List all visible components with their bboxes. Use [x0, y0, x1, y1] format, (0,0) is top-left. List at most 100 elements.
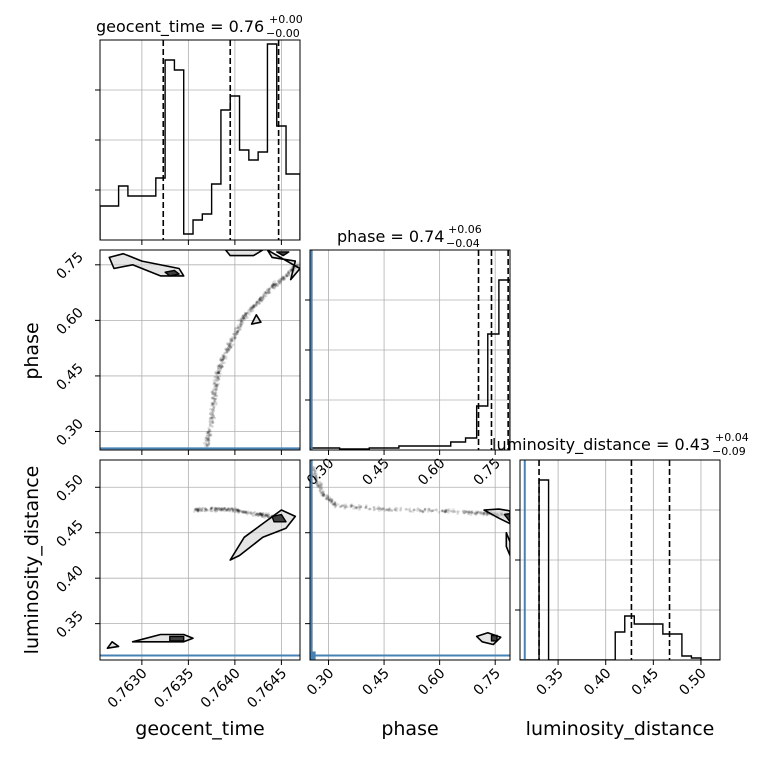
geocent_time-phase-scatter-point: [271, 286, 274, 289]
geocent_time-phase-scatter-point: [229, 344, 233, 348]
geocent_time-luminosity_distance-scatter-point: [203, 507, 207, 510]
geocent_time-luminosity_distance-scatter-point: [231, 507, 235, 511]
geocent_time-phase-scatter-point: [214, 391, 217, 395]
geocent_time-phase-scatter-point: [225, 357, 228, 360]
phase-luminosity_distance-scatter-point: [380, 507, 384, 510]
geocent_time-phase-scatter-point: [206, 431, 210, 435]
ylabel-phase: phase: [21, 322, 43, 379]
geocent_time-phase-scatter-point: [213, 389, 217, 392]
geocent_time-phase-scatter-point: [215, 387, 218, 390]
geocent_time-phase-scatter-point: [217, 368, 220, 372]
geocent_time-phase-scatter-point: [233, 335, 237, 338]
phase-luminosity_distance-scatter-point: [394, 506, 398, 510]
geocent_time-phase-scatter-point: [221, 358, 224, 361]
phase-luminosity_distance-scatter-point: [367, 507, 371, 511]
phase-luminosity_distance-scatter-point: [335, 503, 338, 506]
geocent_time-luminosity_distance-scatter-point: [193, 508, 197, 511]
geocent_time-phase-scatter-point: [279, 281, 282, 285]
phase-luminosity_distance-scatter-point: [372, 508, 376, 512]
geocent_time-phase-scatter-point: [268, 291, 272, 295]
geocent_time-luminosity_distance-scatter-point: [267, 512, 270, 515]
geocent_time-phase-scatter-point: [250, 307, 253, 310]
geocent_time-phase-contour-3: [266, 250, 300, 281]
geocent_time-phase-scatter-point: [273, 283, 276, 286]
geocent_time-luminosity_distance-scatter-point: [219, 508, 223, 511]
geocent_time-phase-scatter-point: [264, 292, 268, 295]
geocent_time-luminosity_distance-scatter-point: [217, 508, 220, 512]
geocent_time-luminosity_distance-scatter-point: [241, 510, 244, 514]
geocent_time-phase-scatter-point: [282, 276, 286, 279]
geocent_time-luminosity_distance-scatter-point: [223, 507, 226, 510]
geocent_time-phase-scatter-point: [224, 355, 228, 358]
phase-luminosity_distance-scatter-point: [411, 510, 415, 513]
geocent_time-phase-scatter-point: [212, 397, 216, 401]
geocent_time-phase-scatter-point: [210, 416, 213, 420]
phase-luminosity_distance-scatter-point: [354, 506, 357, 509]
phase-luminosity_distance-scatter-point: [349, 505, 353, 509]
geocent_time-luminosity_distance-scatter-point: [260, 514, 263, 517]
geocent_time-luminosity_distance-scatter-point: [237, 509, 240, 513]
phase-luminosity_distance-scatter-point: [435, 508, 438, 511]
geocent_time-phase-scatter-point: [272, 283, 276, 286]
geocent_time-luminosity_distance-scatter-point: [256, 512, 260, 515]
phase-luminosity_distance-scatter-point: [358, 506, 362, 510]
geocent_time-phase-scatter-point: [228, 344, 231, 348]
geocent_time-phase-scatter-point: [216, 371, 220, 375]
geocent_time-luminosity_distance-scatter-point: [266, 515, 270, 518]
geocent_time-phase-scatter-point: [206, 436, 210, 440]
phase-luminosity_distance-scatter-point: [386, 508, 390, 512]
geocent_time-phase-scatter-point: [209, 407, 212, 411]
phase-luminosity_distance-scatter-points: [310, 466, 509, 518]
phase-luminosity_distance-scatter-point: [423, 507, 427, 511]
geocent_time-phase-scatter-point: [207, 434, 211, 437]
geocent_time-phase-scatter-point: [216, 375, 219, 379]
geocent_time-phase-scatter-point: [259, 297, 262, 301]
geocent_time-luminosity_distance-scatter-point: [263, 513, 266, 517]
geocent_time-luminosity_distance-scatter-point: [253, 513, 257, 517]
geocent_time-luminosity_distance-scatter-point: [215, 508, 218, 512]
phase-luminosity_distance-scatter-point: [324, 497, 328, 500]
geocent_time-phase-scatter-point: [271, 285, 274, 289]
geocent_time-phase-scatter-point: [211, 413, 214, 416]
geocent_time-phase-scatter-point: [239, 327, 242, 331]
geocent_time-phase-scatter-point: [211, 425, 214, 428]
phase-luminosity_distance-scatter-point: [324, 497, 328, 501]
geocent_time-luminosity_distance-scatter-point: [196, 507, 200, 511]
phase-luminosity_distance-scatter-point: [333, 502, 337, 505]
geocent_time-luminosity_distance-scatter-point: [216, 507, 219, 510]
geocent_time-phase-scatter-point: [287, 271, 290, 274]
geocent_time-phase-scatter-point: [258, 298, 261, 302]
geocent_time-phase-scatter-point: [264, 291, 268, 295]
geocent_time-phase-scatter-point: [209, 433, 212, 436]
geocent_time-phase-scatter-point: [214, 383, 217, 386]
phase-luminosity_distance-scatter-point: [468, 510, 471, 513]
geocent_time-phase-scatter-point: [228, 347, 231, 351]
phase-luminosity_distance-scatter-point: [412, 508, 416, 511]
geocent_time-phase-scatter-point: [214, 375, 217, 379]
geocent_time-luminosity_distance-scatter-point: [256, 514, 260, 518]
phase-luminosity_distance-scatter-point: [416, 509, 419, 512]
phase-luminosity_distance-scatter-point: [456, 512, 460, 516]
geocent_time-luminosity_distance-scatter-point: [219, 507, 222, 511]
geocent_time-luminosity_distance-scatter-point: [196, 509, 199, 512]
geocent_time-phase-scatter-point: [204, 436, 208, 440]
phase-luminosity_distance-scatter-point: [444, 509, 447, 512]
phase-luminosity_distance-scatter-point: [405, 507, 408, 511]
geocent_time-luminosity_distance-scatter-point: [236, 509, 240, 512]
geocent_time-phase-scatter-point: [217, 364, 221, 368]
geocent_time-phase-scatter-point: [244, 312, 247, 316]
geocent_time-phase-scatter-point: [281, 278, 285, 282]
geocent_time-phase-scatter-point: [211, 390, 214, 394]
phase-luminosity_distance-frame: [309, 459, 511, 661]
geocent_time-phase-scatter-point: [217, 371, 221, 374]
phase-luminosity_distance-scatter-point: [319, 485, 323, 488]
geocent_time-phase-scatter-point: [212, 391, 216, 395]
luminosity_distance-hist-histogram-step: [520, 479, 720, 660]
phase-luminosity_distance-scatter-point: [334, 501, 337, 504]
geocent_time-phase-scatter-point: [240, 317, 244, 321]
geocent_time-luminosity_distance-scatter-point: [241, 511, 244, 514]
geocent_time-phase-scatter-point: [211, 390, 215, 394]
geocent_time-luminosity_distance-scatter-point: [233, 510, 237, 514]
geocent_time-phase-scatter-point: [209, 434, 213, 437]
geocent_time-phase-scatter-point: [250, 307, 253, 311]
